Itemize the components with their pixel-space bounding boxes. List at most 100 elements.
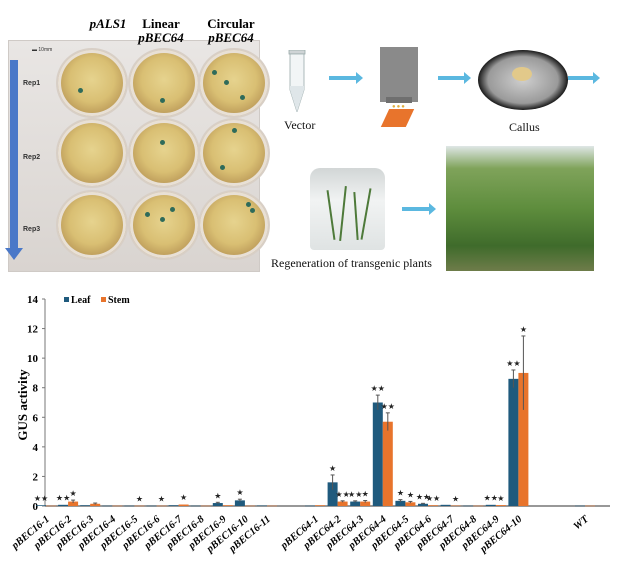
- y-tick-label: 4: [33, 442, 39, 454]
- scale-bar: ▬ 10mm: [32, 47, 53, 53]
- column-label-pals1: pALS1: [78, 17, 138, 31]
- regeneration-label: Regeneration of transgenic plants: [271, 256, 432, 270]
- bar-stem: [222, 505, 233, 506]
- regeneration-jar-photo: [310, 168, 385, 250]
- bar-stem: [244, 505, 255, 507]
- gene-gun-icon: [380, 47, 418, 102]
- column-label-line2: pALS1: [89, 16, 127, 31]
- callus-label: Callus: [509, 120, 540, 134]
- replicate-arrow-head: [5, 248, 23, 260]
- significance-mark: ★★: [381, 402, 395, 411]
- significance-mark: ★★: [506, 359, 520, 368]
- y-tick-label: 6: [33, 412, 39, 424]
- bar-stem: [585, 505, 595, 507]
- significance-mark: ★: [520, 325, 527, 334]
- significance-mark: ★: [136, 495, 143, 504]
- y-tick-label: 2: [33, 471, 39, 483]
- bar-leaf: [80, 505, 91, 506]
- bar-leaf: [305, 505, 315, 507]
- row-label-rep2: Rep2: [23, 154, 41, 161]
- bar-stem: [495, 505, 506, 506]
- significance-mark: ★★: [484, 494, 498, 503]
- bar-leaf: [234, 500, 245, 506]
- significance-mark: ★★: [34, 494, 48, 503]
- bar-leaf: [485, 504, 496, 506]
- bar-stem: [360, 501, 371, 506]
- bar-leaf: [124, 505, 135, 507]
- significance-mark: ★: [158, 495, 165, 504]
- scale-bar-label: 10mm: [38, 47, 53, 53]
- bars: [36, 335, 595, 507]
- particles-icon: ●●●: [392, 104, 406, 110]
- bar-leaf: [58, 504, 69, 506]
- legend-label-stem: Stem: [108, 295, 130, 306]
- plate-well: [200, 120, 268, 186]
- bar-leaf: [257, 505, 267, 507]
- bar-stem: [156, 505, 167, 507]
- plate-well: [130, 120, 198, 186]
- significance-mark: ★★: [371, 384, 385, 393]
- bar-stem: [90, 503, 101, 506]
- significance-mark: ★: [180, 493, 187, 502]
- vector-tube-icon: [288, 50, 306, 112]
- significance-marks: ★★ ★★ ★★ ★ ★ ★ ★★★★★★ ★★★★★★ ★ ★★★★ ★ ★★ ★★★★: [34, 325, 527, 504]
- flow-arrow: [402, 203, 436, 215]
- bar-leaf: [146, 505, 157, 507]
- y-tick-label: 0: [33, 501, 39, 513]
- bar-leaf: [350, 501, 361, 506]
- bar-leaf: [508, 378, 519, 506]
- significance-mark: ★★: [416, 492, 430, 501]
- bar-stem: [267, 505, 277, 507]
- column-label-line2: pBEC64: [138, 30, 184, 45]
- bar-stem: [134, 505, 145, 507]
- legend-swatch-stem: [101, 297, 106, 302]
- significance-mark: ★: [70, 489, 77, 498]
- bar-leaf: [327, 482, 338, 506]
- plate-well: [58, 192, 126, 258]
- vector-label: Vector: [284, 118, 316, 132]
- bar-stem: [112, 505, 123, 507]
- column-label-circular: Circular pBEC64: [196, 17, 266, 45]
- y-tick-label: 12: [27, 324, 39, 336]
- row-label-rep1: Rep1: [23, 80, 41, 87]
- bar-leaf: [463, 505, 474, 507]
- bar-stem: [382, 421, 393, 506]
- y-tick-label: 10: [27, 353, 39, 365]
- bar-stem: [518, 372, 529, 506]
- x-tick-labels: pBEC16-1pBEC16-2pBEC16-3pBEC16-4pBEC16-5…: [9, 513, 591, 555]
- row-label-rep3: Rep3: [23, 226, 41, 233]
- bar-leaf: [36, 505, 46, 506]
- bar-stem: [46, 505, 56, 507]
- bar-stem: [428, 505, 438, 506]
- target-tissue-icon: [380, 109, 415, 127]
- significance-mark: ★: [329, 464, 336, 473]
- legend: Leaf Stem: [64, 295, 130, 306]
- column-label-line2: pBEC64: [208, 30, 254, 45]
- flow-arrow: [568, 72, 600, 84]
- bar-leaf: [440, 504, 451, 506]
- flow-arrow: [438, 72, 471, 84]
- bar-leaf: [575, 505, 585, 507]
- bar-leaf: [102, 505, 113, 507]
- bar-stem: [405, 502, 416, 506]
- replicate-arrow: [10, 60, 18, 250]
- bar-stem: [337, 501, 348, 506]
- bar-stem: [315, 505, 325, 506]
- callus-icon: [512, 67, 532, 81]
- significance-mark: ★★: [335, 490, 349, 499]
- plate-well: [130, 50, 198, 116]
- plate-well: [58, 120, 126, 186]
- column-label-linear: Linear pBEC64: [126, 17, 196, 45]
- plate-well: [130, 192, 198, 258]
- bar-stem: [200, 505, 211, 507]
- bar-leaf: [168, 505, 179, 506]
- gene-gun-nozzle: [386, 97, 412, 103]
- significance-mark: ★: [236, 488, 243, 497]
- y-axis-label: GUS activity: [15, 369, 30, 441]
- significance-mark: ★: [407, 490, 414, 499]
- bar-leaf: [372, 402, 383, 506]
- bar-stem: [178, 504, 189, 506]
- significance-mark: ★: [397, 489, 404, 498]
- significance-mark: ★: [214, 491, 221, 500]
